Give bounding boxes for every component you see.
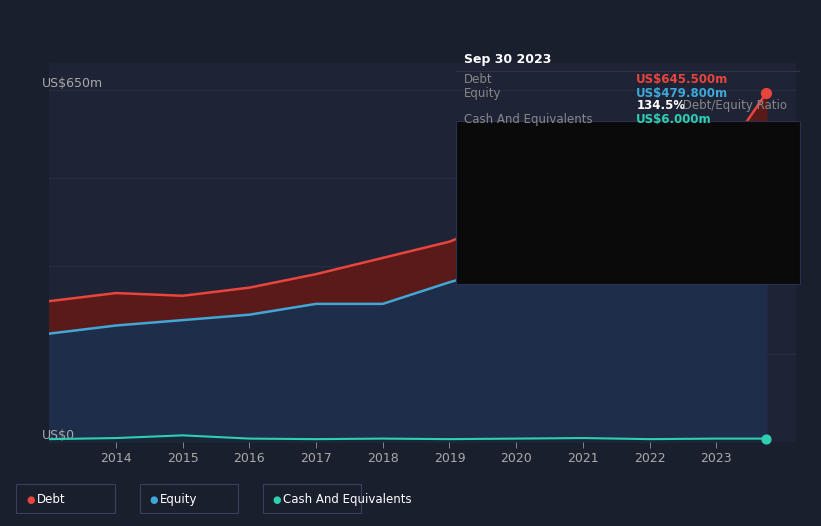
Text: US$0: US$0 [42,429,75,442]
Point [759,434,773,443]
Text: ●: ● [149,494,158,505]
Text: Cash And Equivalents: Cash And Equivalents [283,493,412,506]
Text: US$479.800m: US$479.800m [636,87,728,100]
Point [759,89,773,97]
Text: Equity: Equity [464,87,502,100]
Text: ●: ● [273,494,281,505]
Text: Cash And Equivalents: Cash And Equivalents [464,113,593,126]
Text: US$6.000m: US$6.000m [636,113,712,126]
Point [759,178,773,186]
Text: Equity: Equity [160,493,198,506]
Text: ●: ● [26,494,34,505]
Text: US$645.500m: US$645.500m [636,73,728,86]
Text: US$650m: US$650m [42,77,103,90]
Text: 134.5%: 134.5% [636,99,686,112]
Text: Debt: Debt [37,493,66,506]
Text: Debt/Equity Ratio: Debt/Equity Ratio [679,99,787,112]
Text: Sep 30 2023: Sep 30 2023 [464,53,551,66]
Text: Debt: Debt [464,73,493,86]
